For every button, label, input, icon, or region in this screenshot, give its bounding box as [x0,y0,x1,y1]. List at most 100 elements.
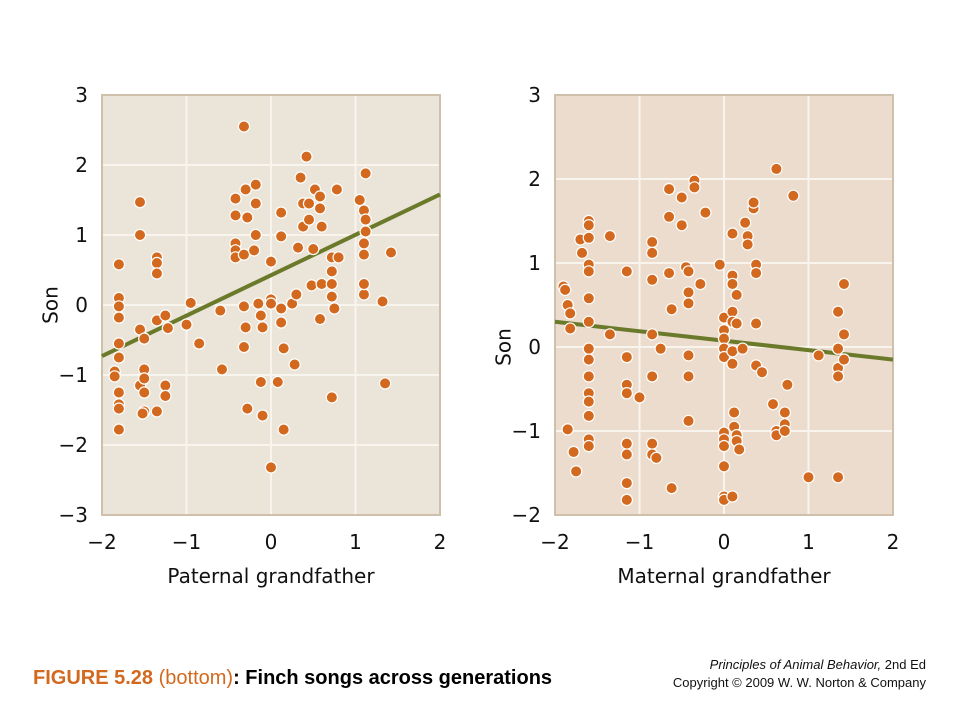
x-tick-label: 2 [887,530,900,554]
plot-frame [101,94,441,516]
y-tick-label: 0 [528,335,541,359]
data-point [662,210,676,223]
data-point [112,300,126,313]
data-point [159,389,172,403]
data-point [603,328,617,341]
y-tick-label: 3 [75,83,88,107]
data-point [582,265,596,278]
data-point [717,460,731,473]
data-point [112,351,126,364]
data-point [378,377,392,390]
data-point [567,445,580,459]
data-point [325,265,339,278]
data-point [582,315,596,328]
data-point [307,242,320,256]
figure-number: FIGURE 5.28 [33,667,154,689]
data-point [239,321,252,334]
data-point [561,423,574,436]
data-point [582,353,596,366]
data-point [682,370,695,383]
data-point [138,372,151,385]
data-point [108,370,121,383]
data-point [694,277,707,291]
data-point [290,288,303,301]
data-point [252,297,265,310]
data-point [264,461,278,474]
data-point [645,273,659,286]
data-point [654,342,667,355]
data-point [184,296,197,310]
data-point [192,337,206,350]
data-point [305,279,318,292]
data-point [582,409,596,423]
data-point [582,370,596,383]
data-point [778,424,792,438]
data-point [247,244,261,257]
y-tick-label: 2 [528,167,541,191]
x-tick-label: −1 [172,530,201,554]
data-point [736,342,749,355]
data-point [254,309,268,322]
data-point [582,231,596,244]
y-tick-label: −2 [59,433,88,457]
book-edition: 2nd Ed [881,657,926,672]
x-tick-label: 0 [265,530,278,554]
data-point [682,297,695,310]
y-tick-label: −2 [512,503,541,527]
data-point [357,248,371,261]
data-point [112,423,126,436]
data-point [802,471,815,484]
data-point [353,193,366,207]
data-point [688,181,701,194]
data-point [699,206,712,219]
data-point [726,490,739,503]
data-point [112,258,126,271]
regression-line [101,192,441,358]
data-point [150,267,164,280]
data-point [264,297,278,310]
data-point [831,370,845,383]
data-point [749,317,763,330]
data-point [741,238,754,251]
data-point [730,317,743,330]
data-point [766,397,780,411]
data-point [359,167,372,180]
data-point [682,349,695,362]
data-point [325,290,339,303]
data-point [564,307,577,320]
data-point [582,439,596,453]
plot-frame [554,94,894,516]
data-point [357,288,371,301]
data-point [274,206,288,219]
data-point [300,150,313,163]
data-point [726,227,739,240]
data-point [717,350,731,364]
x-tick-label: 1 [802,530,815,554]
x-axis-label: Maternal grandfather [617,564,831,588]
data-point [302,197,316,210]
data-point [357,277,371,291]
y-axis-label: Son [492,328,516,366]
data-point [755,366,769,379]
data-point [112,311,126,324]
data-point [332,251,345,264]
data-point [237,300,251,313]
data-point [726,357,739,370]
data-point [330,183,344,196]
data-point [237,248,251,261]
data-point [357,237,371,250]
data-point [161,321,175,335]
data-point [313,312,327,326]
data-point [633,391,646,404]
data-point [215,363,229,376]
data-point [264,255,278,268]
data-point [831,471,845,484]
data-point [133,195,147,209]
data-point [582,342,596,355]
data-point [713,258,726,271]
data-point [112,386,126,399]
y-tick-label: 1 [75,223,88,247]
copyright-line: Copyright © 2009 W. W. Norton & Company [672,675,926,690]
data-point [738,216,752,229]
x-axis-label: Paternal grandfather [167,564,375,588]
